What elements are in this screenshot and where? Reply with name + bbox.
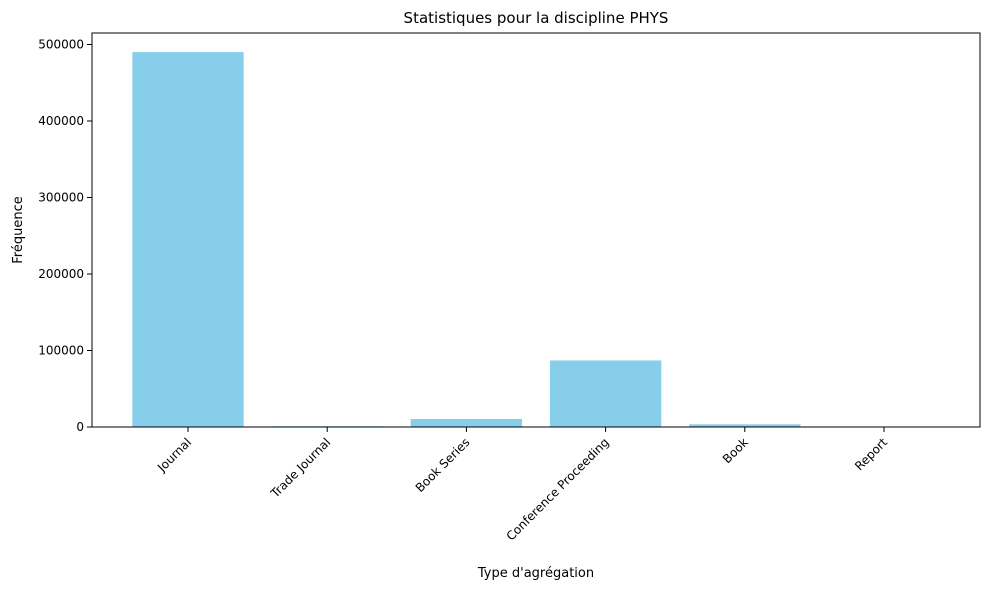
x-tick-label: Book Series	[413, 435, 473, 495]
y-tick-label: 400000	[38, 114, 84, 128]
y-tick-label: 300000	[38, 190, 84, 204]
y-tick-label: 100000	[38, 343, 84, 357]
x-tick-label: Trade Journal	[267, 435, 333, 501]
x-axis: Journal Trade Journal Book Series Conferenc…	[154, 427, 890, 543]
x-tick-label: Conference Proceeding	[504, 435, 612, 543]
bar-book-series	[411, 419, 522, 427]
y-axis: 0 100000 200000 300000 400000 500000	[38, 37, 92, 434]
x-tick-label: Report	[852, 435, 890, 473]
bars-layer	[132, 52, 939, 427]
bar-conference-proceeding	[550, 360, 661, 427]
y-tick-label: 0	[76, 420, 84, 434]
y-tick-label: 500000	[38, 37, 84, 51]
x-tick-label: Journal	[154, 435, 194, 475]
y-axis-label: Fréquence	[11, 196, 26, 263]
chart-title: Statistiques pour la discipline PHYS	[404, 9, 669, 27]
y-tick-label: 200000	[38, 267, 84, 281]
x-tick-label: Book	[720, 435, 751, 466]
bar-journal	[132, 52, 243, 427]
x-axis-label: Type d'agrégation	[477, 566, 594, 581]
